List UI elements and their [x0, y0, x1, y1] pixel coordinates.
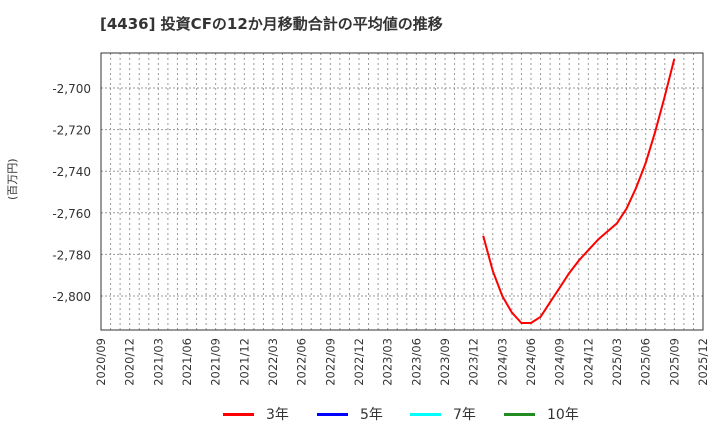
legend-swatch-blue — [317, 412, 348, 416]
y-tick-label: -2,800 — [52, 290, 91, 304]
x-tick-label: 2021/06 — [180, 338, 194, 386]
x-tick-label: 2025/06 — [639, 338, 653, 386]
x-tick-label: 2020/12 — [123, 338, 137, 386]
x-tick-label: 2025/12 — [696, 338, 710, 386]
x-tick-label: 2020/09 — [94, 338, 108, 386]
legend: 3年 5年 7年 10年 — [0, 400, 720, 430]
legend-swatch-red — [223, 412, 254, 416]
x-tick-label: 2021/03 — [151, 338, 165, 386]
legend-item-10y[interactable]: 10年 — [504, 404, 579, 424]
x-tick-label: 2022/09 — [323, 338, 337, 386]
legend-item-7y[interactable]: 7年 — [410, 404, 476, 424]
series-line-3年 — [482, 58, 676, 324]
x-tick-label: 2021/09 — [209, 338, 223, 386]
y-tick-label: -2,700 — [52, 82, 91, 96]
x-tick-label: 2022/03 — [266, 338, 280, 386]
x-tick-label: 2023/03 — [381, 338, 395, 386]
x-tick-label: 2025/09 — [667, 338, 681, 386]
y-tick-label: -2,740 — [52, 165, 91, 179]
x-tick-label: 2024/09 — [553, 338, 567, 386]
legend-swatch-green — [504, 412, 535, 416]
legend-swatch-cyan — [410, 412, 441, 416]
x-tick-label: 2023/12 — [467, 338, 481, 386]
legend-item-3y[interactable]: 3年 — [223, 404, 289, 424]
legend-label: 7年 — [453, 407, 476, 423]
x-tick-label: 2023/06 — [409, 338, 423, 386]
chart-title: [4436] 投資CFの12か月移動合計の平均値の推移 — [100, 15, 443, 33]
legend-label: 3年 — [266, 407, 289, 423]
x-tick-label: 2024/12 — [581, 338, 595, 386]
y-tick-label: -2,720 — [52, 124, 91, 138]
x-tick-label: 2023/09 — [438, 338, 452, 386]
x-tick-label: 2025/03 — [610, 338, 624, 386]
y-tick-label: -2,760 — [52, 207, 91, 221]
x-tick-label: 2022/06 — [295, 338, 309, 386]
legend-item-5y[interactable]: 5年 — [317, 404, 383, 424]
plot-frame — [100, 52, 704, 331]
legend-label: 5年 — [360, 407, 383, 423]
x-tick-label: 2024/03 — [495, 338, 509, 386]
x-tick-label: 2024/06 — [524, 338, 538, 386]
line-chart: -2,700 -2,720 -2,740 -2,760 -2,780 -2,800 2020… — [52, 52, 710, 386]
y-tick-label: -2,780 — [52, 248, 91, 262]
legend-label: 10年 — [547, 407, 579, 423]
x-tick-label: 2021/12 — [237, 338, 251, 386]
x-tick-label: 2022/12 — [352, 338, 366, 386]
